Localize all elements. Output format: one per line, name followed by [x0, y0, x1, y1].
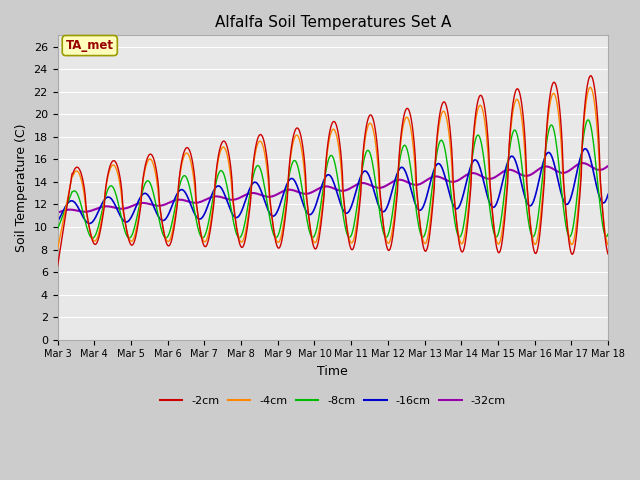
Title: Alfalfa Soil Temperatures Set A: Alfalfa Soil Temperatures Set A: [214, 15, 451, 30]
Text: TA_met: TA_met: [66, 39, 114, 52]
Legend: -2cm, -4cm, -8cm, -16cm, -32cm: -2cm, -4cm, -8cm, -16cm, -32cm: [156, 391, 510, 410]
Y-axis label: Soil Temperature (C): Soil Temperature (C): [15, 123, 28, 252]
X-axis label: Time: Time: [317, 365, 348, 378]
